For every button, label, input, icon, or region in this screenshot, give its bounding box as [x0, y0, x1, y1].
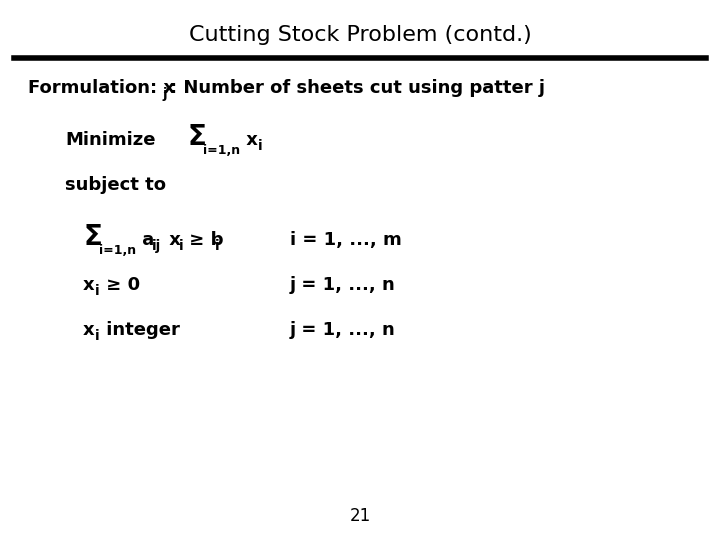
Text: Cutting Stock Problem (contd.): Cutting Stock Problem (contd.) — [189, 25, 531, 45]
Text: integer: integer — [100, 321, 180, 339]
Text: x: x — [83, 321, 94, 339]
Text: j: j — [163, 87, 168, 101]
Text: j = 1, ..., n: j = 1, ..., n — [290, 321, 396, 339]
Text: i: i — [95, 284, 99, 298]
Text: ij: ij — [152, 239, 161, 253]
Text: : Number of sheets cut using patter j: : Number of sheets cut using patter j — [170, 79, 545, 97]
Text: i=1,n: i=1,n — [99, 245, 136, 258]
Text: j = 1, ..., n: j = 1, ..., n — [290, 276, 396, 294]
Text: Minimize: Minimize — [65, 131, 156, 149]
Text: Formulation: x: Formulation: x — [28, 79, 175, 97]
Text: Σ: Σ — [187, 123, 206, 151]
Text: subject to: subject to — [65, 176, 166, 194]
Text: a: a — [136, 231, 154, 249]
Text: i=1,n: i=1,n — [203, 145, 240, 158]
Text: x: x — [240, 131, 258, 149]
Text: i = 1, ..., m: i = 1, ..., m — [290, 231, 402, 249]
Text: x: x — [83, 276, 94, 294]
Text: i: i — [215, 239, 220, 253]
Text: i: i — [95, 329, 99, 343]
Text: x: x — [163, 231, 181, 249]
Text: i: i — [179, 239, 184, 253]
Text: 21: 21 — [349, 507, 371, 525]
Text: ≥ b: ≥ b — [183, 231, 223, 249]
Text: Σ: Σ — [83, 223, 102, 251]
Text: ≥ 0: ≥ 0 — [100, 276, 140, 294]
Text: i: i — [258, 139, 263, 153]
